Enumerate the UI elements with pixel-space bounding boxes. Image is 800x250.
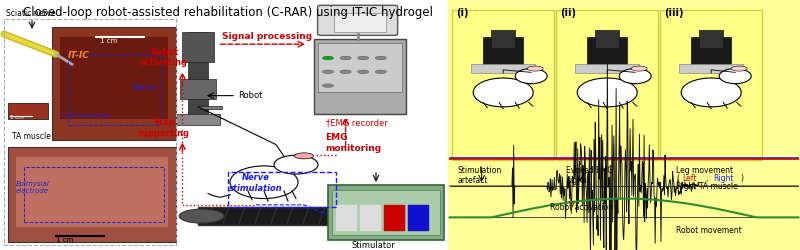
FancyBboxPatch shape — [452, 11, 554, 160]
Circle shape — [375, 71, 386, 74]
Bar — [198, 106, 222, 110]
Circle shape — [340, 57, 351, 60]
Text: ,: , — [706, 174, 710, 183]
Bar — [448, 0, 800, 250]
Bar — [8, 148, 176, 242]
Bar — [587, 38, 627, 68]
Circle shape — [294, 153, 314, 159]
Bar — [314, 40, 406, 115]
Text: Robot
activating: Robot activating — [140, 48, 188, 67]
Circle shape — [179, 209, 224, 223]
Bar — [176, 115, 220, 125]
Bar — [336, 205, 356, 230]
Text: Sciatic nerve: Sciatic nerve — [6, 9, 56, 18]
Text: Cuff electrode: Cuff electrode — [60, 112, 110, 118]
Text: Robot: Robot — [238, 91, 262, 100]
Text: TA muscle: TA muscle — [12, 132, 51, 141]
Bar — [8, 104, 48, 120]
Circle shape — [631, 67, 647, 72]
Text: †EMG recorder: †EMG recorder — [326, 118, 387, 127]
Circle shape — [322, 84, 334, 88]
Circle shape — [358, 57, 369, 60]
Text: Robot movement: Robot movement — [676, 225, 742, 234]
Circle shape — [527, 67, 543, 72]
Circle shape — [340, 71, 351, 74]
Circle shape — [731, 67, 747, 72]
Circle shape — [342, 209, 386, 223]
Bar — [198, 208, 366, 225]
Bar — [0, 0, 448, 250]
Bar — [575, 65, 639, 74]
Ellipse shape — [682, 79, 742, 108]
Bar — [0, 0, 448, 250]
Circle shape — [375, 57, 386, 60]
Ellipse shape — [719, 69, 751, 84]
Circle shape — [322, 71, 334, 74]
Bar — [595, 31, 619, 48]
Circle shape — [358, 71, 369, 74]
Text: Closed-loop robot-assisted rehabilitation (C-RAR) using IT-IC hydrogel: Closed-loop robot-assisted rehabilitatio… — [23, 6, 433, 19]
Text: Stimulator: Stimulator — [352, 240, 396, 250]
Text: Epimysial
electrode: Epimysial electrode — [16, 180, 50, 194]
Text: (: ( — [676, 174, 679, 183]
Bar — [471, 65, 535, 74]
Text: Robot activation: Robot activation — [550, 202, 614, 211]
Bar — [60, 38, 168, 120]
Ellipse shape — [230, 166, 298, 199]
Text: EMG
monitoring: EMG monitoring — [326, 133, 382, 152]
Text: ): ) — [741, 174, 744, 183]
Text: Stimulation
artefact: Stimulation artefact — [458, 165, 502, 184]
Text: (ii): (ii) — [560, 8, 576, 18]
Bar — [16, 158, 168, 228]
Bar — [180, 80, 216, 100]
Bar — [691, 38, 731, 68]
Text: Nerve: Nerve — [132, 83, 154, 92]
Text: (iii): (iii) — [664, 8, 683, 18]
Text: 1 cm: 1 cm — [100, 38, 118, 44]
Ellipse shape — [474, 79, 534, 108]
Text: IT-IC: IT-IC — [68, 50, 90, 59]
Bar — [491, 31, 515, 48]
Text: Left: Left — [682, 174, 697, 183]
Bar — [332, 190, 440, 235]
Text: (i): (i) — [456, 8, 469, 18]
Text: Leg movement: Leg movement — [676, 165, 733, 174]
Ellipse shape — [274, 156, 318, 174]
Ellipse shape — [515, 69, 547, 84]
Bar — [52, 28, 176, 140]
Text: Signal processing: Signal processing — [222, 32, 313, 41]
Bar — [483, 38, 523, 68]
Bar — [408, 205, 428, 230]
FancyBboxPatch shape — [318, 6, 398, 36]
Bar — [188, 32, 208, 120]
Bar — [679, 65, 743, 74]
Text: Step
supporting: Step supporting — [138, 118, 190, 137]
Bar — [328, 185, 444, 240]
Text: 1 cm: 1 cm — [56, 236, 74, 242]
FancyBboxPatch shape — [660, 11, 762, 160]
Bar — [318, 44, 402, 92]
Text: Right: Right — [714, 174, 734, 183]
Bar — [360, 205, 380, 230]
Text: 1 cm: 1 cm — [10, 115, 23, 120]
Bar — [384, 205, 404, 230]
FancyBboxPatch shape — [556, 11, 658, 160]
Text: Nerve
stimulation: Nerve stimulation — [229, 172, 283, 192]
Bar — [334, 14, 386, 32]
Text: Evoked EMG
signal: Evoked EMG signal — [566, 165, 614, 184]
Ellipse shape — [619, 69, 651, 84]
Bar — [699, 31, 723, 48]
Ellipse shape — [578, 79, 638, 108]
Text: Right TA muscle: Right TA muscle — [676, 181, 738, 190]
Bar — [182, 32, 214, 62]
Circle shape — [322, 57, 334, 60]
